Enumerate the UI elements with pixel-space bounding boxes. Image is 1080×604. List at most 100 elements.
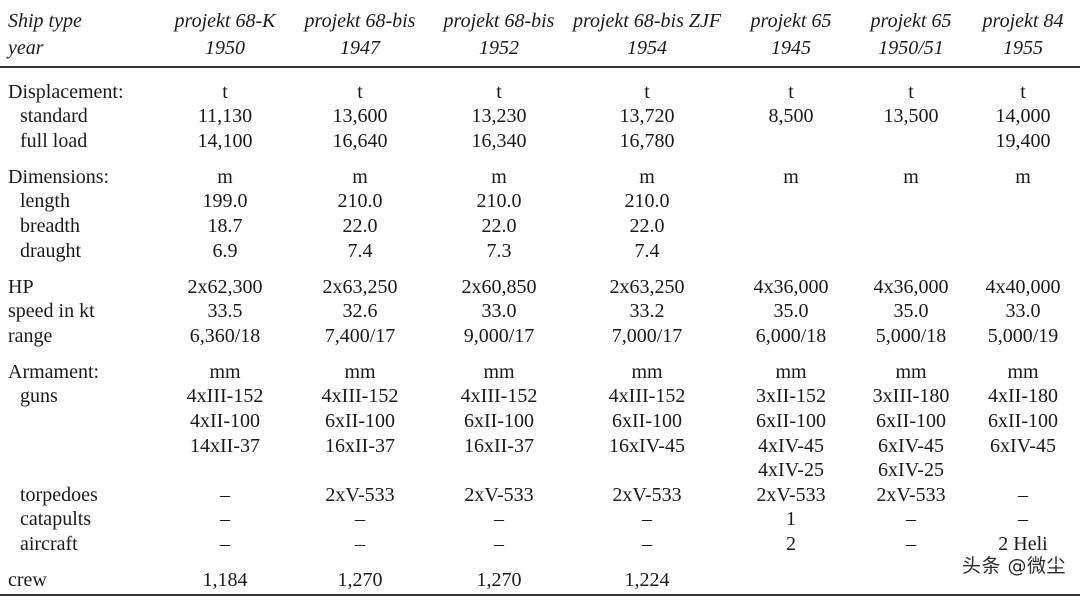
row-label <box>0 433 160 458</box>
table-cell: mm <box>775 361 807 384</box>
table-cell: 6,360/18 <box>189 324 261 347</box>
table-cell <box>856 238 966 263</box>
table-cell: mm <box>895 361 927 384</box>
table-cell: 6xIV-45 <box>878 434 944 457</box>
table-cell: 8,500 <box>768 105 814 128</box>
table-cell: 2xV-533 <box>756 483 826 506</box>
header-row-ship-type: Ship type projekt 68-K projekt 68-bis pr… <box>0 0 1080 34</box>
table-cell: 13,720 <box>619 105 675 128</box>
table-row: full load 14,100 16,640 16,340 16,780 19,400 <box>0 129 1080 154</box>
row-label <box>0 458 160 483</box>
row-label: crew <box>8 569 47 592</box>
table-cell: 1,270 <box>337 569 383 592</box>
table-cell: 22.0 <box>481 215 517 238</box>
table-cell: m <box>639 166 655 189</box>
table-cell: 1 <box>786 508 796 531</box>
table-cell: – <box>1018 508 1028 531</box>
table-cell: 2x63,250 <box>609 275 685 298</box>
table-cell: 22.0 <box>629 215 665 238</box>
table-cell: 3xII-152 <box>756 385 826 408</box>
table-cell: 35.0 <box>893 300 929 323</box>
table-cell: mm <box>209 361 241 384</box>
table-cell: 1,270 <box>476 569 522 592</box>
column-header-name: projekt 84 <box>982 10 1064 32</box>
table-cell: t <box>908 81 914 103</box>
table-cell: 14,000 <box>995 105 1051 128</box>
table-cell <box>290 458 430 483</box>
column-header-name: projekt 68-bis <box>304 10 416 32</box>
table-cell <box>856 189 966 214</box>
table-cell: – <box>220 508 230 531</box>
column-header-year: 1945 <box>771 37 811 59</box>
table-cell: mm <box>1007 361 1039 384</box>
footer-rule <box>0 594 1080 596</box>
table-row: breadth 18.7 22.0 22.0 22.0 <box>0 214 1080 239</box>
table-cell: 199.0 <box>202 190 248 213</box>
table-body: Displacement: t t t t t t t standard 11,130 13,600… <box>0 68 1080 592</box>
table-row: draught 6.9 7.4 7.3 7.4 <box>0 238 1080 263</box>
table-cell: 2x63,250 <box>322 275 398 298</box>
table-cell: 19,400 <box>995 129 1051 152</box>
table-cell: 5,000/18 <box>875 324 947 347</box>
table-cell <box>966 189 1080 214</box>
table-cell: t <box>788 81 794 103</box>
table-row: Armament: mm mm mm mm mm mm mm <box>0 348 1080 384</box>
table-cell: 1,184 <box>202 569 248 592</box>
row-label: guns <box>20 385 58 408</box>
table-cell: 7,000/17 <box>611 324 683 347</box>
table-cell: 16xIV-45 <box>609 434 685 457</box>
table-cell: 33.2 <box>629 300 665 323</box>
table-row: 14xII-37 16xII-37 16xII-37 16xIV-45 4xIV-45 6… <box>0 433 1080 458</box>
table-cell <box>726 238 856 263</box>
table-row: torpedoes – 2xV-533 2xV-533 2xV-533 2xV-533 2x… <box>0 483 1080 508</box>
table-cell: 11,130 <box>197 105 253 128</box>
table-cell: 7.3 <box>486 239 512 262</box>
table-cell: – <box>642 508 652 531</box>
table-cell <box>726 129 856 154</box>
table-cell: – <box>906 533 916 556</box>
table-cell: mm <box>483 361 515 384</box>
table-row: Displacement: t t t t t t t <box>0 68 1080 104</box>
header-rule <box>0 66 1080 68</box>
table-cell: 4x40,000 <box>985 275 1061 298</box>
table-row: Dimensions: m m m m m m m <box>0 153 1080 189</box>
row-label: standard <box>20 105 88 128</box>
table-row: length 199.0 210.0 210.0 210.0 <box>0 189 1080 214</box>
table-cell: m <box>903 166 919 189</box>
table-cell: 210.0 <box>476 190 522 213</box>
table-cell: m <box>491 166 507 189</box>
table-cell <box>726 189 856 214</box>
table-cell: 210.0 <box>337 190 383 213</box>
table-row: standard 11,130 13,600 13,230 13,720 8,500 13,… <box>0 104 1080 129</box>
table-cell: – <box>906 508 916 531</box>
table-cell: 6xII-100 <box>988 410 1058 433</box>
table-cell: 33.0 <box>1005 300 1041 323</box>
row-label <box>0 409 160 434</box>
table-cell: 18.7 <box>207 215 243 238</box>
table-cell: 210.0 <box>624 190 670 213</box>
column-header-name: projekt 65 <box>870 10 952 32</box>
table-cell: 4xII-100 <box>190 410 260 433</box>
table-cell: 7,400/17 <box>324 324 396 347</box>
ship-type-label: Ship type <box>8 10 82 32</box>
table-cell: m <box>352 166 368 189</box>
row-label: draught <box>20 239 82 262</box>
table-cell: 4xIII-152 <box>186 385 264 408</box>
table-cell <box>726 556 856 592</box>
table-cell: 2x62,300 <box>187 275 263 298</box>
row-label: full load <box>20 129 88 152</box>
column-header-year: 1954 <box>627 37 667 59</box>
table-cell: – <box>220 483 230 506</box>
table-cell <box>856 129 966 154</box>
table-cell: 6xII-100 <box>756 410 826 433</box>
table-cell <box>726 214 856 239</box>
column-header-name: projekt 68-bis <box>443 10 555 32</box>
table-cell: 6xII-100 <box>876 410 946 433</box>
table-cell: 2x60,850 <box>461 275 537 298</box>
table-cell: m <box>217 166 233 189</box>
table-cell: 13,230 <box>471 105 527 128</box>
table-cell: t <box>644 81 650 103</box>
table-cell: 16,340 <box>471 129 527 152</box>
table-cell: 2xV-533 <box>612 483 682 506</box>
